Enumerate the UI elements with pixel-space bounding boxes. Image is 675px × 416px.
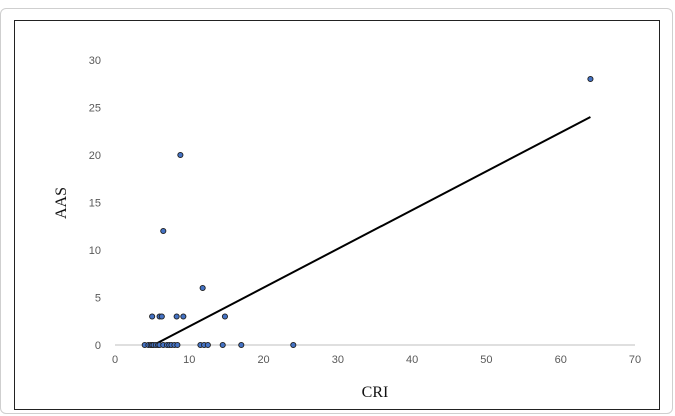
data-point	[290, 341, 297, 349]
x-tick-label: 20	[257, 354, 269, 366]
x-tick-label: 30	[332, 354, 344, 366]
x-axis-title: CRI	[362, 384, 389, 401]
y-tick-labels: 0 5 10 15 20 25 30	[89, 55, 101, 352]
trendline-group	[153, 116, 591, 346]
x-tick-label: 60	[555, 354, 567, 366]
data-point	[174, 341, 181, 349]
data-point	[158, 313, 165, 320]
x-tick-label: 40	[406, 354, 418, 366]
data-points	[141, 75, 594, 349]
data-point	[238, 341, 245, 349]
x-tick-label: 50	[480, 354, 492, 366]
y-tick-label: 15	[89, 198, 101, 210]
data-point	[149, 313, 156, 320]
data-point	[221, 313, 228, 320]
y-axis-title: AAS	[53, 187, 70, 219]
x-tick-labels: 0 10 20 30 40 50 60 70	[112, 354, 641, 366]
data-point	[199, 284, 206, 292]
data-point	[204, 341, 211, 349]
x-tick-label: 10	[183, 354, 195, 366]
data-point	[177, 151, 184, 159]
data-point	[173, 313, 180, 320]
y-tick-label: 5	[95, 293, 101, 305]
y-tick-label: 0	[95, 340, 101, 352]
x-tick-label: 70	[629, 354, 641, 366]
data-point	[587, 75, 594, 83]
y-tick-label: 25	[89, 103, 101, 115]
data-point	[180, 313, 187, 320]
data-point	[160, 227, 167, 235]
trendline	[153, 116, 591, 346]
x-tick-label: 0	[112, 354, 118, 366]
y-tick-label: 30	[89, 55, 101, 67]
y-tick-label: 10	[89, 245, 101, 257]
data-point	[219, 341, 226, 349]
y-tick-label: 20	[89, 150, 101, 162]
